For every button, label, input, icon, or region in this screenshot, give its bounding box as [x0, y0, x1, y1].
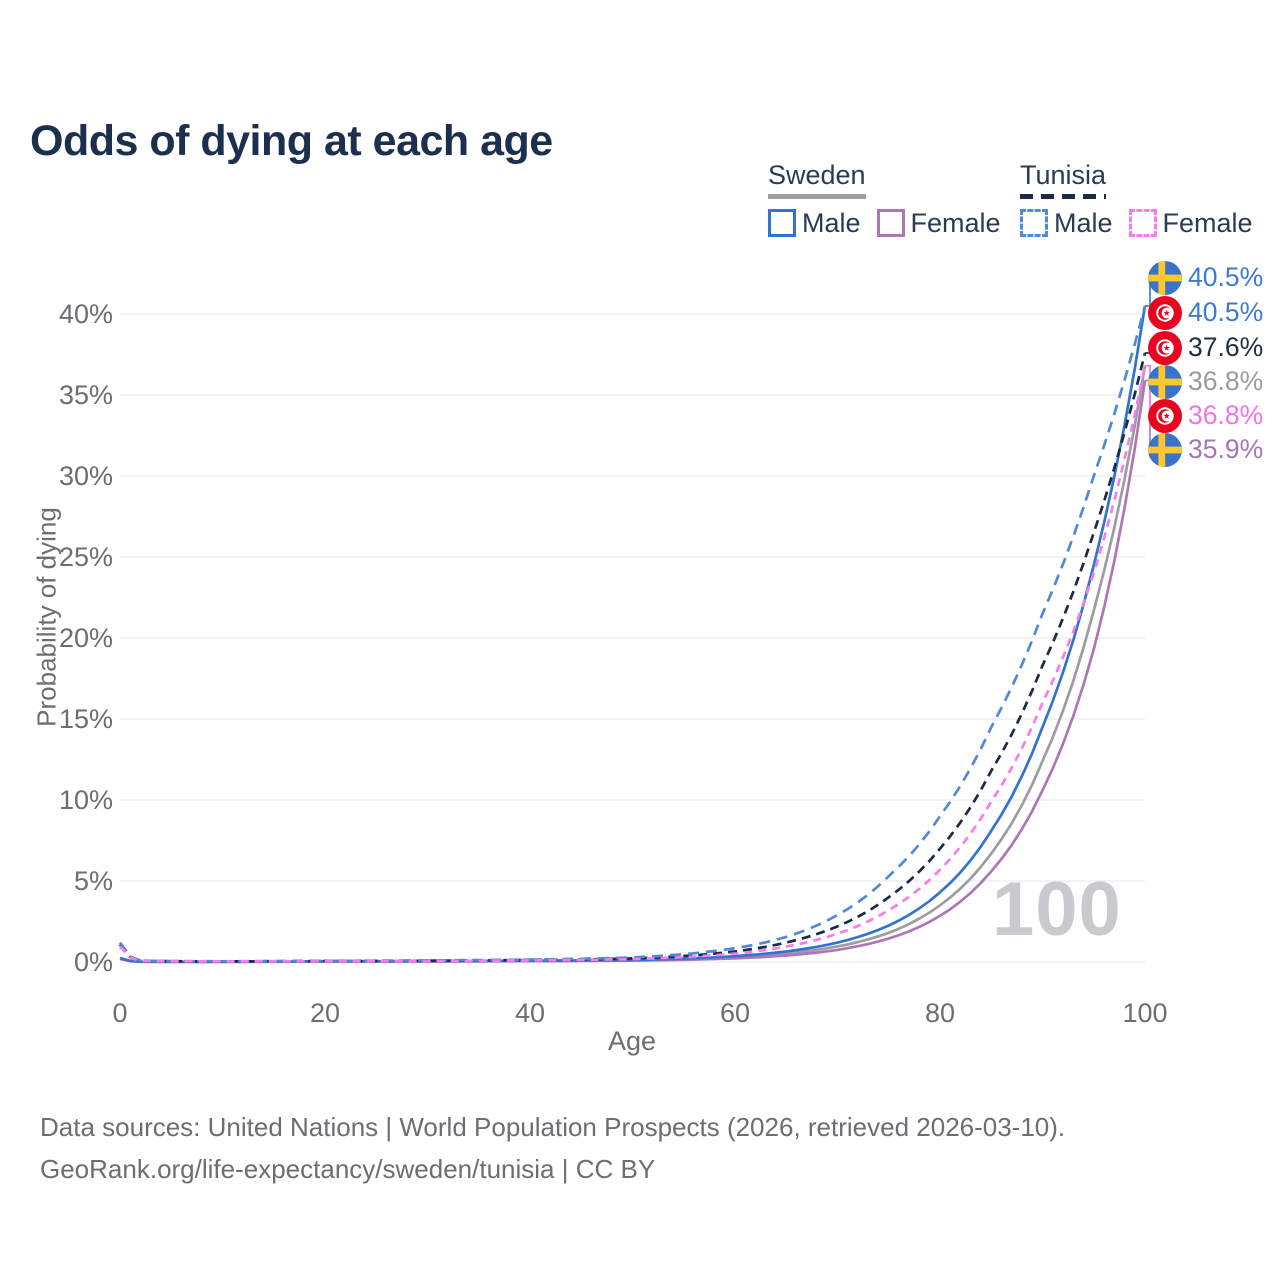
- leader-line-tunisia-male: [1145, 305, 1154, 313]
- legend-sweden-female[interactable]: Female: [876, 207, 1001, 239]
- legend-tunisia-female[interactable]: Female: [1128, 207, 1253, 239]
- legend-tunisia-male-label: Male: [1054, 207, 1113, 238]
- y-tick-label-35: 35%: [59, 380, 113, 410]
- y-tick-label-30: 30%: [59, 461, 113, 491]
- y-tick-label-10: 10%: [59, 785, 113, 815]
- tunisia-female-swatch-icon: [1128, 209, 1157, 237]
- leader-line-sweden-male: [1145, 276, 1154, 307]
- series-line-tunisia-male[interactable]: [118, 305, 1147, 963]
- legend-sweden-label: Sweden: [768, 160, 866, 190]
- age-watermark: 100: [992, 867, 1122, 952]
- x-tick-label-80: 80: [925, 998, 955, 1028]
- leader-line-tunisia-all: [1145, 346, 1154, 354]
- x-tick-label-100: 100: [1122, 998, 1167, 1028]
- footer-url-line: GeoRank.org/life-expectancy/sweden/tunis…: [40, 1154, 656, 1184]
- legend-sweden-male[interactable]: Male: [768, 208, 861, 239]
- x-axis-title: Age: [607, 1026, 657, 1056]
- tunisia-all-line-swatch-icon: [1020, 194, 1107, 199]
- series-line-tunisia-all[interactable]: [118, 352, 1147, 963]
- legend-group-sweden: Sweden Male Female: [768, 160, 1001, 239]
- y-tick-label-15: 15%: [59, 704, 113, 734]
- y-tick-label-20: 20%: [59, 623, 113, 653]
- leader-line-tunisia-female: [1145, 365, 1154, 416]
- y-tick-label-0: 0%: [74, 947, 113, 977]
- legend-tunisia-title[interactable]: Tunisia: [1020, 160, 1107, 199]
- footer: Data sources: United Nations | World Pop…: [40, 1106, 1065, 1190]
- x-tick-label-40: 40: [515, 998, 545, 1028]
- y-tick-label-40: 40%: [59, 299, 113, 329]
- legend-tunisia-female-label: Female: [1162, 207, 1253, 238]
- page-title: Odds of dying at each age: [30, 116, 553, 165]
- x-tick-label-0: 0: [112, 998, 127, 1028]
- legend-tunisia-male[interactable]: Male: [1020, 208, 1113, 239]
- x-tick-label-20: 20: [310, 998, 340, 1028]
- legend-group-tunisia: Tunisia Male Female: [1020, 160, 1253, 239]
- tunisia-male-swatch-icon: [1020, 209, 1048, 237]
- series-line-sweden-male[interactable]: [119, 305, 1147, 964]
- legend-tunisia-label: Tunisia: [1020, 160, 1107, 190]
- y-tick-label-5: 5%: [74, 866, 113, 896]
- sweden-all-line-swatch-icon: [768, 194, 866, 199]
- sweden-female-swatch-icon: [876, 209, 905, 237]
- legend-sweden-female-label: Female: [910, 207, 1001, 238]
- x-tick-label-60: 60: [720, 998, 750, 1028]
- footer-sources-line: Data sources: United Nations | World Pop…: [40, 1112, 1066, 1142]
- y-axis-title: Probability of dying: [31, 507, 62, 727]
- y-tick-label-25: 25%: [59, 542, 113, 572]
- legend-sweden-title[interactable]: Sweden: [768, 160, 866, 199]
- series-line-tunisia-female[interactable]: [119, 365, 1147, 963]
- sweden-male-swatch-icon: [768, 209, 796, 237]
- legend-sweden-male-label: Male: [802, 207, 861, 238]
